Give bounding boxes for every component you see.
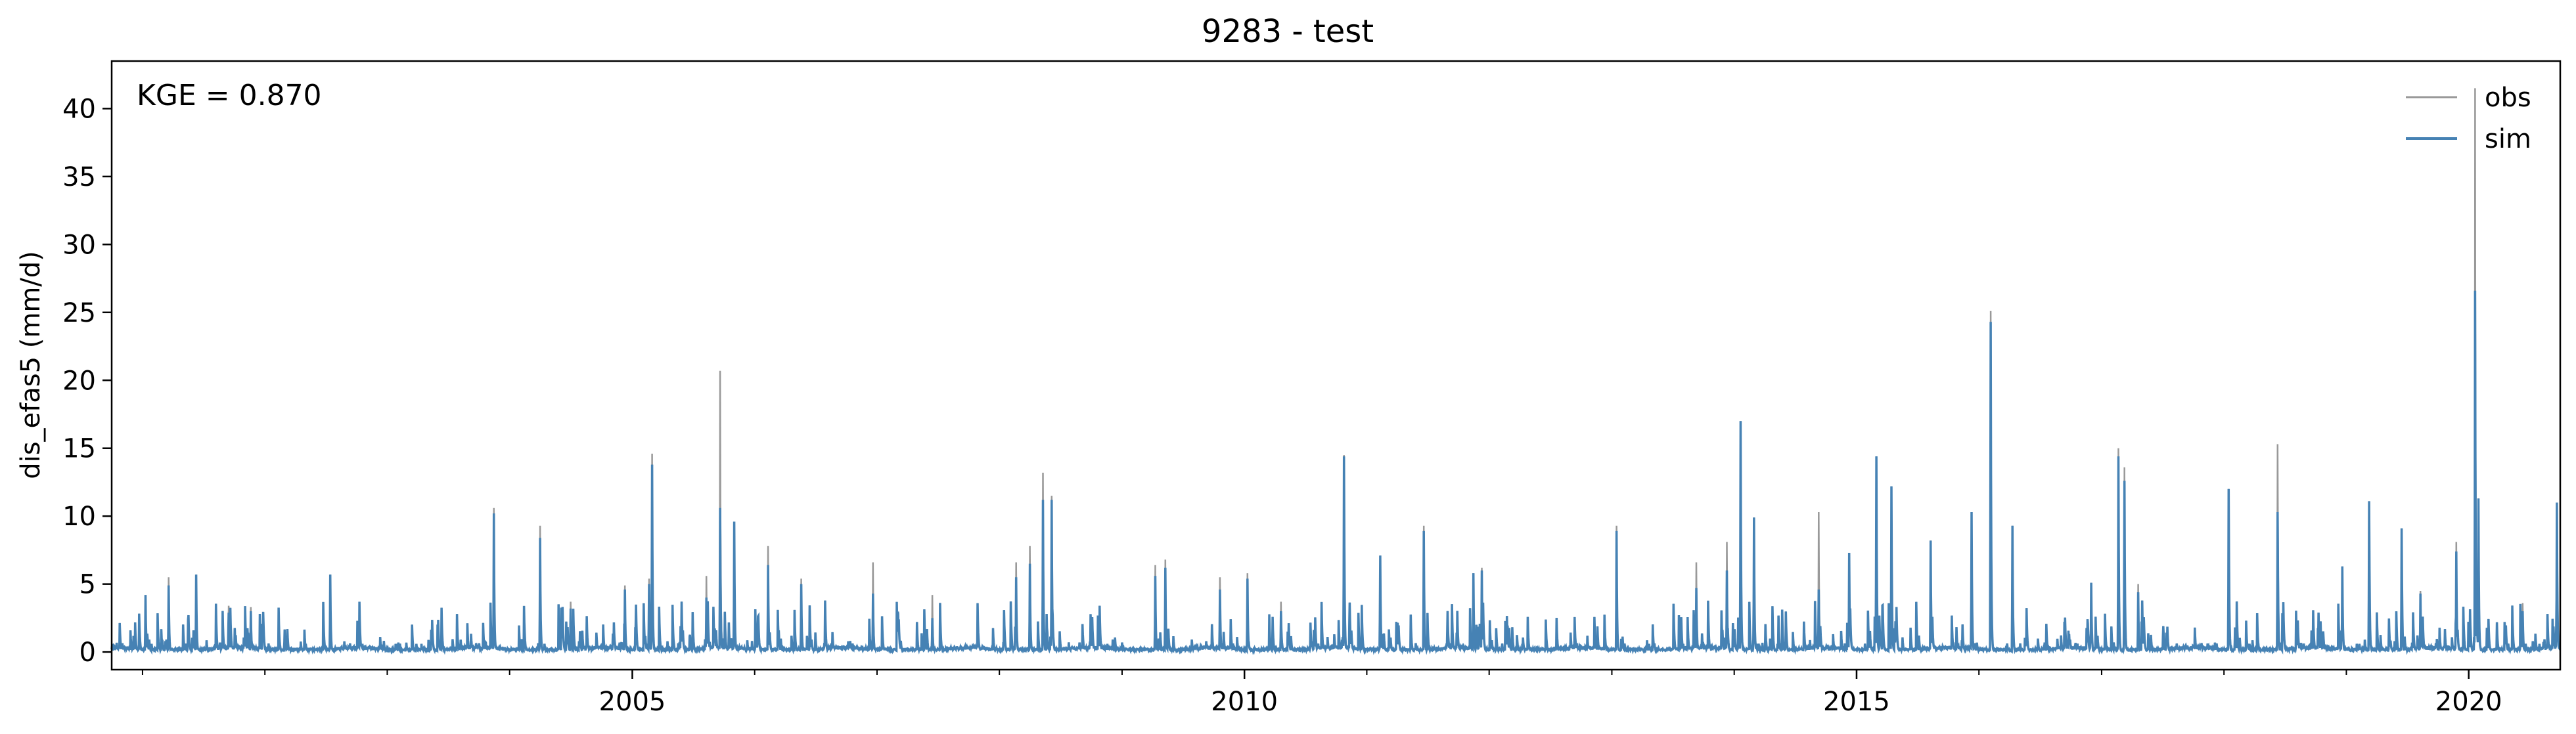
legend-label-sim: sim <box>2485 124 2531 154</box>
series-line-sim <box>110 290 2562 655</box>
chart-title: 9283 - test <box>1202 13 1374 50</box>
x-tick-label: 2005 <box>599 687 666 717</box>
x-tick-label: 2015 <box>1823 687 1890 717</box>
x-tick-label: 2020 <box>2435 687 2502 717</box>
plot-frame <box>110 60 2562 671</box>
y-tick-label: 35 <box>62 162 96 192</box>
legend-label-obs: obs <box>2485 83 2531 113</box>
series-line-obs <box>110 88 2561 654</box>
y-tick-label: 5 <box>79 570 96 600</box>
y-tick-label: 20 <box>62 366 96 396</box>
y-tick-label: 30 <box>62 230 96 260</box>
y-tick-label: 0 <box>79 637 96 668</box>
series-layer <box>110 88 2562 655</box>
legend: obs sim <box>2406 83 2531 154</box>
y-axis-title: dis_efas5 (mm/d) <box>16 251 46 479</box>
y-tick-label: 10 <box>62 502 96 532</box>
y-tick-label: 40 <box>62 94 96 124</box>
y-tick-label: 25 <box>62 298 96 328</box>
y-tick-label: 15 <box>62 434 96 464</box>
axis-layer: 0 5 10 15 20 25 30 35 40 2005 2010 2015 2020 <box>62 94 2502 717</box>
x-tick-label: 2010 <box>1211 687 1278 717</box>
kge-annotation: KGE = 0.870 <box>137 79 322 112</box>
